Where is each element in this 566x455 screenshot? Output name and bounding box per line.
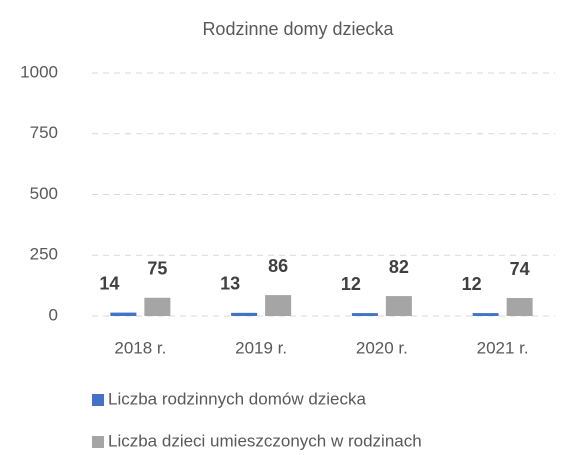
y-tick-label: 750 [30,123,58,142]
bar [472,313,499,316]
value-label: 13 [220,274,240,294]
value-label: 12 [462,274,482,294]
bar [144,297,171,316]
value-label: 75 [147,259,167,279]
x-tick-label: 2019 r. [235,338,287,357]
chart-title: Rodzinne domy dziecka [202,19,394,39]
bar [506,298,533,316]
bar [110,312,137,316]
x-tick-label: 2018 r. [114,338,166,357]
legend-label: Liczba dzieci umieszczonych w rodzinach [108,431,422,450]
y-tick-label: 0 [49,305,58,324]
value-label: 14 [99,273,119,293]
x-tick-label: 2020 r. [356,338,408,357]
value-label: 82 [389,257,409,277]
bar [351,313,378,316]
bar [231,312,258,316]
legend-swatch [92,436,104,448]
value-label: 74 [510,259,530,279]
y-tick-label: 1000 [20,62,58,81]
x-tick-label: 2021 r. [477,338,529,357]
bar [385,296,412,316]
legend-label: Liczba rodzinnych domów dziecka [108,389,367,408]
y-tick-label: 250 [30,245,58,264]
y-tick-label: 500 [30,184,58,203]
bar [265,295,292,316]
legend-swatch [92,394,104,406]
value-label: 12 [341,274,361,294]
value-label: 86 [268,256,288,276]
